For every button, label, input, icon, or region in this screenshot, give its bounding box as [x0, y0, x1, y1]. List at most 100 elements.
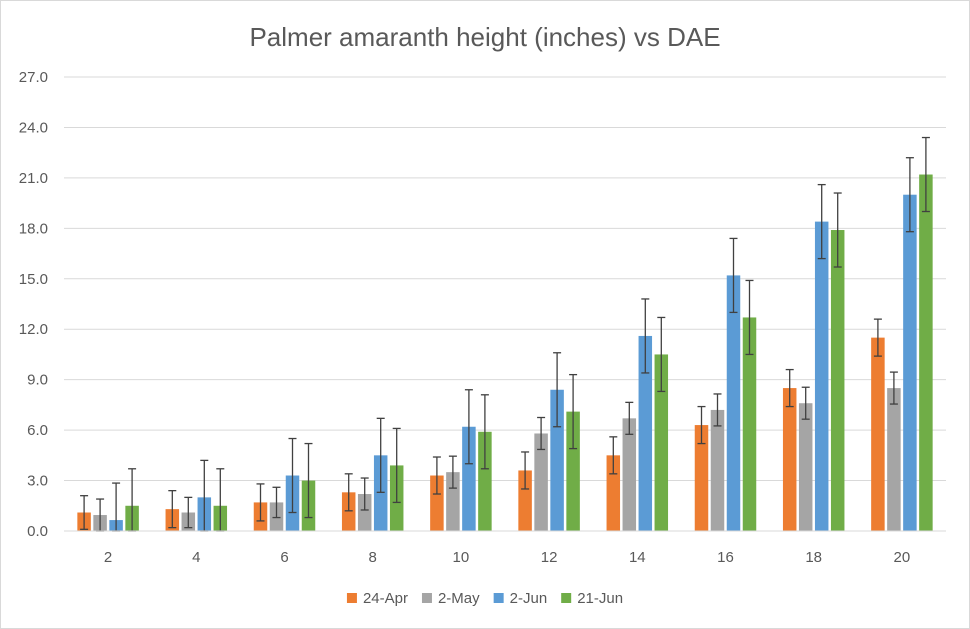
error-bar	[304, 442, 313, 519]
legend-item: 24-Apr	[346, 590, 408, 607]
bar	[782, 388, 797, 531]
legend-label: 21-Jun	[577, 590, 623, 607]
bar	[798, 403, 813, 531]
error-bar	[801, 386, 810, 420]
bar	[654, 354, 669, 531]
error-bar	[80, 495, 89, 530]
error-bar	[553, 352, 562, 428]
bar	[694, 425, 709, 531]
error-bar	[833, 192, 842, 268]
y-tick-label: 21.0	[19, 170, 48, 187]
error-bar	[256, 483, 265, 522]
x-tick-label: 2	[104, 549, 112, 566]
bar	[550, 389, 564, 531]
bar	[742, 317, 757, 531]
bar	[518, 470, 532, 531]
legend-label: 24-Apr	[363, 590, 408, 607]
bar	[446, 472, 460, 531]
y-tick-label: 6.0	[27, 422, 48, 439]
x-axis-ticks: 2 4 6 8 10 12 14 16 18 20	[104, 549, 910, 566]
y-tick-label: 24.0	[19, 119, 48, 136]
error-bars	[80, 136, 930, 532]
error-bar	[729, 237, 738, 314]
bar	[357, 494, 372, 531]
error-bar	[713, 393, 722, 427]
bar	[430, 475, 444, 531]
x-tick-label: 4	[192, 549, 200, 566]
bar	[478, 431, 492, 531]
x-tick-label: 14	[629, 549, 646, 566]
legend-item: 21-Jun	[561, 590, 623, 607]
error-bar	[873, 318, 882, 357]
legend-label: 2-May	[438, 590, 480, 607]
x-tick-label: 8	[369, 549, 377, 566]
error-bar	[432, 456, 441, 495]
legend-swatch	[561, 593, 572, 603]
error-bar	[184, 496, 193, 529]
error-bar	[521, 451, 530, 490]
legend-swatch	[346, 593, 357, 603]
error-bar	[817, 183, 826, 260]
gridlines	[64, 76, 946, 482]
bar	[726, 275, 741, 531]
bar	[341, 492, 356, 531]
bar	[622, 418, 637, 531]
bar	[534, 433, 548, 531]
x-tick-label: 6	[280, 549, 288, 566]
bar	[638, 335, 653, 531]
error-bar	[641, 298, 650, 374]
error-bar	[272, 486, 281, 519]
error-bar	[657, 316, 666, 393]
error-bar	[448, 455, 457, 489]
error-bar	[569, 373, 578, 450]
error-bar	[288, 437, 297, 514]
error-bar	[360, 477, 369, 511]
legend-swatch	[421, 593, 432, 603]
y-tick-label: 9.0	[27, 372, 48, 389]
bars	[77, 174, 933, 531]
y-tick-label: 3.0	[27, 473, 48, 490]
error-bar	[344, 473, 353, 512]
bar	[373, 455, 388, 531]
y-tick-label: 15.0	[19, 271, 48, 288]
legend-swatch	[493, 593, 504, 603]
bar	[462, 426, 476, 531]
bar	[871, 337, 885, 531]
error-bar	[905, 157, 914, 233]
legend-item: 2-Jun	[493, 590, 548, 607]
error-bar	[921, 136, 930, 213]
bar	[919, 174, 933, 531]
x-tick-label: 12	[541, 549, 558, 566]
error-bar	[889, 371, 898, 405]
error-bar	[376, 417, 385, 493]
bar	[566, 411, 580, 531]
bar	[903, 194, 917, 531]
x-tick-label: 10	[453, 549, 470, 566]
y-tick-label: 12.0	[19, 321, 48, 338]
error-bar	[168, 489, 177, 529]
legend-label: 2-Jun	[510, 590, 548, 607]
error-bar	[785, 368, 794, 408]
legend: 24-Apr 2-May 2-Jun 21-Jun	[346, 590, 623, 607]
error-bar	[392, 427, 401, 504]
error-bar	[625, 401, 634, 435]
x-tick-label: 20	[894, 549, 911, 566]
x-tick-label: 16	[717, 549, 734, 566]
y-tick-label: 18.0	[19, 220, 48, 237]
x-tick-label: 18	[805, 549, 822, 566]
chart-title: Palmer amaranth height (inches) vs DAE	[249, 22, 720, 52]
error-bar	[609, 436, 618, 475]
y-tick-label: 27.0	[19, 69, 48, 86]
error-bar	[480, 394, 489, 470]
bar	[830, 230, 845, 531]
error-bar	[697, 405, 706, 445]
error-bar	[537, 416, 546, 451]
bar	[887, 388, 901, 531]
error-bar	[745, 279, 754, 356]
y-tick-label: 0.0	[27, 523, 48, 540]
bar	[710, 409, 725, 531]
error-bar	[464, 389, 473, 465]
y-axis-ticks: 0.0 3.0 6.0 9.0 12.0 15.0 18.0 21.0 24.0 27.0	[19, 69, 48, 540]
bar	[814, 221, 829, 531]
